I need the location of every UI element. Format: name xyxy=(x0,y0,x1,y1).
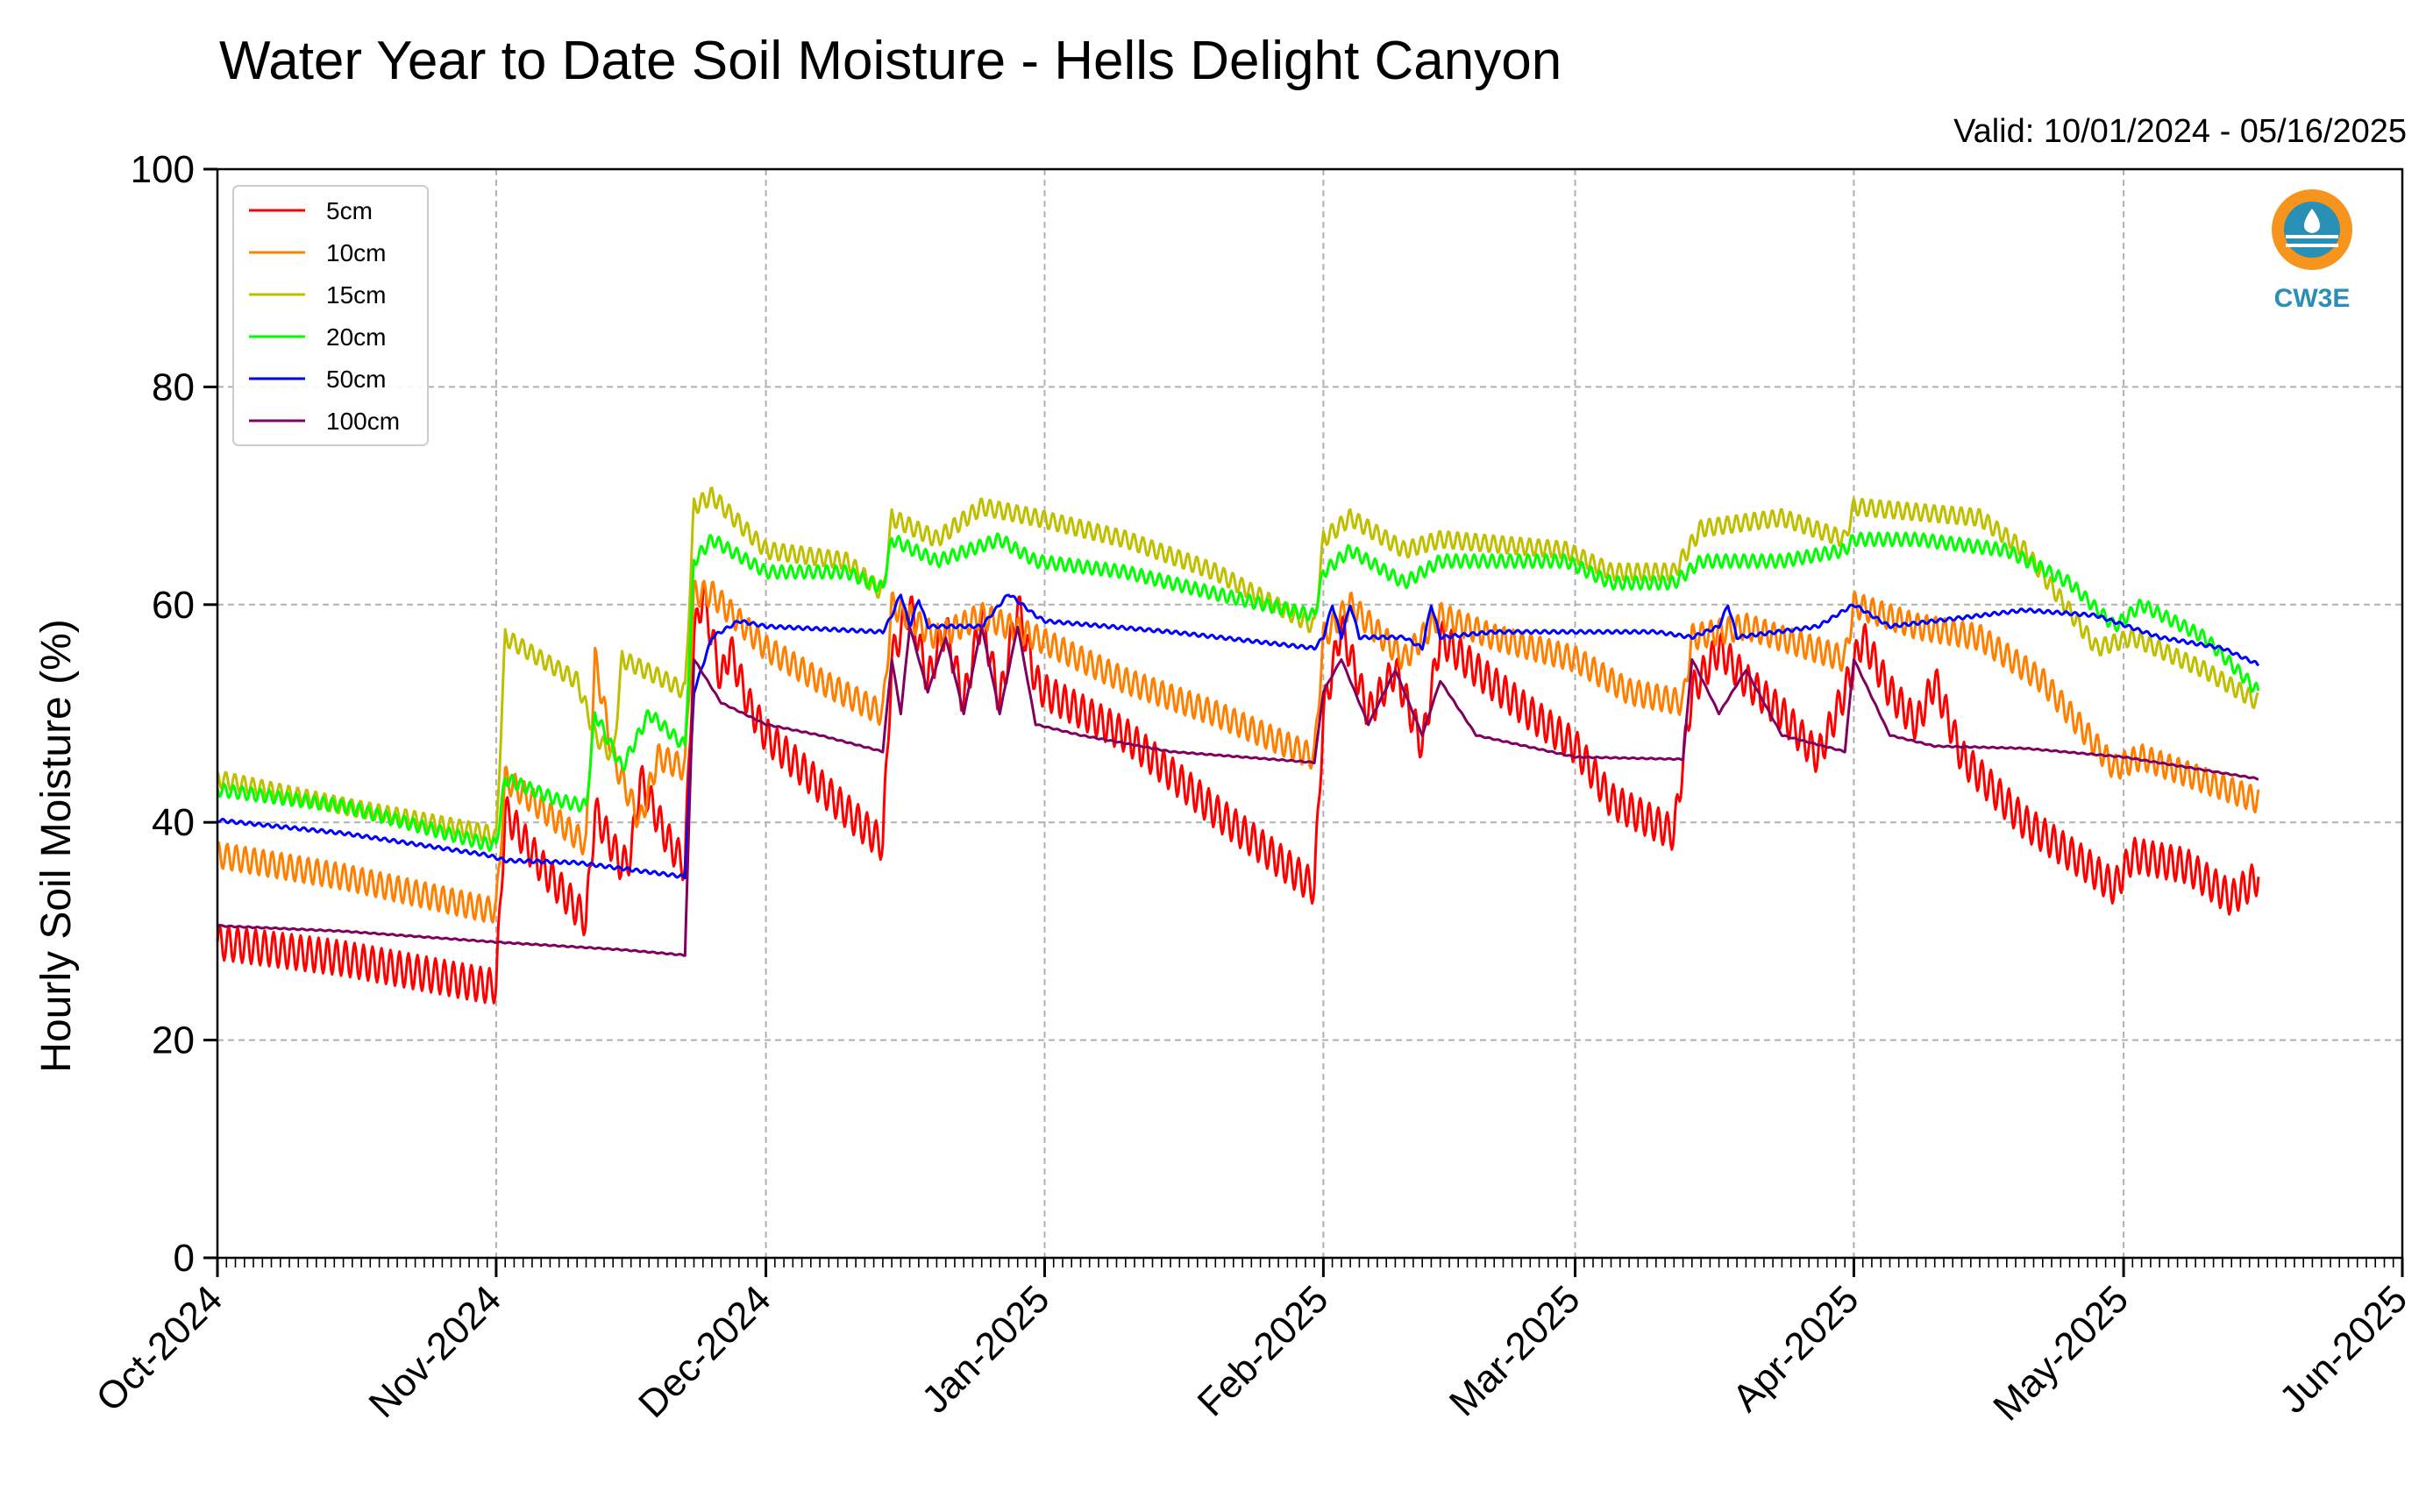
y-tick-label: 100 xyxy=(131,148,195,191)
y-axis-label: Hourly Soil Moisture (%) xyxy=(33,619,80,1072)
x-tick-label: Mar-2025 xyxy=(1441,1277,1589,1424)
y-tick-label: 20 xyxy=(152,1019,195,1062)
chart-subtitle: Valid: 10/01/2024 - 05/16/2025 xyxy=(1953,113,2407,150)
series-line-20cm xyxy=(216,531,2260,852)
x-tick-label: Feb-2025 xyxy=(1190,1277,1337,1424)
y-tick-label: 0 xyxy=(174,1237,195,1280)
axes: 0 20 40 60 80 100 Oct-2024 Nov-2024 Dec-2024 Jan-… xyxy=(88,148,2415,1429)
legend-label-10cm: 10cm xyxy=(326,239,386,266)
series-lines xyxy=(216,486,2260,1004)
legend: 5cm 10cm 15cm 20cm 50cm 100cm xyxy=(232,185,429,446)
y-tick-label: 40 xyxy=(152,801,195,844)
logo-text: CW3E xyxy=(2274,284,2351,313)
x-tick-label: Oct-2024 xyxy=(88,1277,231,1420)
chart-title: Water Year to Date Soil Moisture - Hells… xyxy=(219,31,1562,91)
series-line-10cm xyxy=(216,579,2260,924)
series-line-100cm xyxy=(217,625,2259,957)
plot-frame xyxy=(216,167,2404,1260)
legend-label-15cm: 15cm xyxy=(326,281,386,309)
legend-label-100cm: 100cm xyxy=(326,408,400,435)
cw3e-logo: CW3E xyxy=(2272,189,2352,313)
x-minor-ticks xyxy=(217,1258,2403,1267)
legend-label-20cm: 20cm xyxy=(326,323,386,351)
logo-waves xyxy=(2286,235,2338,247)
y-tick-label: 80 xyxy=(152,366,195,408)
x-tick-label: Nov-2024 xyxy=(360,1277,509,1426)
series-line-50cm xyxy=(217,593,2260,880)
grid xyxy=(217,169,2402,1258)
y-tick-label: 60 xyxy=(152,584,195,627)
legend-box xyxy=(232,185,429,446)
x-tick-label: Dec-2024 xyxy=(630,1277,779,1426)
x-tick-label: Jan-2025 xyxy=(914,1277,1057,1421)
legend-label-5cm: 5cm xyxy=(326,197,373,224)
series-line-5cm xyxy=(216,586,2260,1004)
x-tick-label: Apr-2025 xyxy=(1725,1277,1868,1420)
x-tick-label: May-2025 xyxy=(1985,1277,2137,1429)
x-tick-label: Jun-2025 xyxy=(2272,1277,2415,1421)
series-line-15cm xyxy=(216,486,2259,846)
legend-label-50cm: 50cm xyxy=(326,366,386,393)
logo-drop xyxy=(2304,209,2320,233)
